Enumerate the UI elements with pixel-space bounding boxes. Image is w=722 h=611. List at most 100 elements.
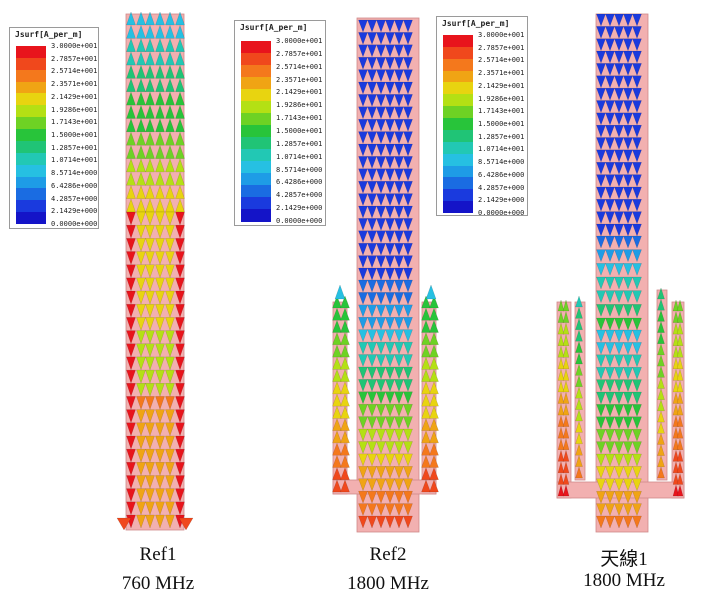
current-arrow [596,478,606,492]
current-arrow [557,345,565,358]
current-arrow [332,418,342,431]
current-arrow [672,414,680,427]
current-arrow [614,124,624,138]
legend-label: 1.7143e+001 [51,118,98,127]
current-arrow [145,501,155,516]
current-arrow [403,292,413,305]
current-arrow [605,174,615,188]
current-arrow [632,367,642,380]
current-arrow [596,235,606,249]
current-arrow [332,479,342,493]
current-arrow [385,304,395,318]
current-arrow [367,279,377,293]
current-arrow [175,64,185,79]
current-arrow [575,318,583,330]
current-arrow [605,404,615,417]
current-arrow [155,304,165,318]
current-arrow [394,515,404,529]
legend-color-bar [443,35,473,214]
legend-label: 2.7857e+001 [478,43,525,52]
current-arrow [632,441,642,455]
current-arrow [614,491,624,504]
current-arrow [676,461,684,474]
legend-label: 6.4286e+000 [478,170,525,179]
current-arrow [358,404,368,417]
current-arrow [429,332,439,345]
current-arrow [358,304,368,318]
current-arrow [385,106,395,120]
current-arrow [632,304,642,317]
current-arrow [403,478,413,492]
current-arrow [367,304,377,318]
current-arrow [358,379,368,392]
current-arrow [676,449,684,462]
current-arrow [165,51,175,66]
current-arrow [165,104,175,119]
current-arrow [575,466,583,479]
current-arrow [429,369,439,382]
current-arrow [358,218,368,231]
current-arrow [385,57,395,70]
current-arrow [557,426,565,439]
current-arrow [596,263,606,276]
current-arrow [367,478,377,492]
current-arrow [614,466,624,479]
current-arrow [136,11,146,26]
current-arrow [632,87,642,101]
legend-title: Jsurf[A_per_m] [442,19,510,28]
legend-label: 2.1429e+000 [276,204,323,213]
current-arrow [557,403,565,416]
current-arrow [165,462,175,476]
current-arrow [376,441,386,455]
current-arrow [632,491,642,504]
current-arrow [403,515,413,529]
current-arrow [126,290,136,305]
current-arrow [596,162,606,175]
current-arrow [385,279,395,293]
current-arrow [657,443,665,456]
current-arrow [614,174,624,188]
color-legend-2: Jsurf[A_per_m] 3.0000e+001 2.7857e+001 2.5… [234,20,326,226]
current-arrow [367,341,377,355]
current-arrow [367,354,377,368]
current-arrow [596,491,606,504]
current-arrow [358,354,368,368]
current-arrow [358,94,368,107]
current-arrow [136,396,146,411]
current-arrow [358,478,368,492]
current-arrow [672,368,680,381]
current-arrow [126,343,136,358]
current-arrow [145,448,155,463]
current-arrow [155,264,165,279]
current-arrow [136,64,146,79]
current-arrow [145,290,155,305]
current-arrow [557,299,565,312]
current-arrow [614,137,624,151]
current-arrow [340,454,350,468]
legend-label: 2.1429e+000 [51,207,98,216]
current-arrow [632,379,642,393]
current-arrow [358,69,368,83]
current-arrow [145,317,155,332]
current-arrow [403,341,413,355]
current-arrow [557,414,565,427]
current-arrow [385,503,395,517]
current-arrow [367,255,377,269]
current-arrow [605,329,615,343]
legend-label: 2.7857e+001 [51,54,98,63]
current-arrow [136,224,146,239]
current-arrow [575,443,583,456]
current-arrow [403,441,413,455]
current-arrow [332,307,342,321]
current-arrow [429,442,439,456]
current-arrow [672,299,680,312]
current-arrow [562,380,570,393]
current-arrow [358,317,368,330]
current-arrow [145,409,155,424]
current-arrow [605,429,615,442]
legend-label: 3.0000e+001 [51,42,98,50]
legend-swatch [241,41,271,54]
legend-swatch [16,81,46,94]
current-arrow [403,106,413,120]
current-arrow [376,143,386,157]
